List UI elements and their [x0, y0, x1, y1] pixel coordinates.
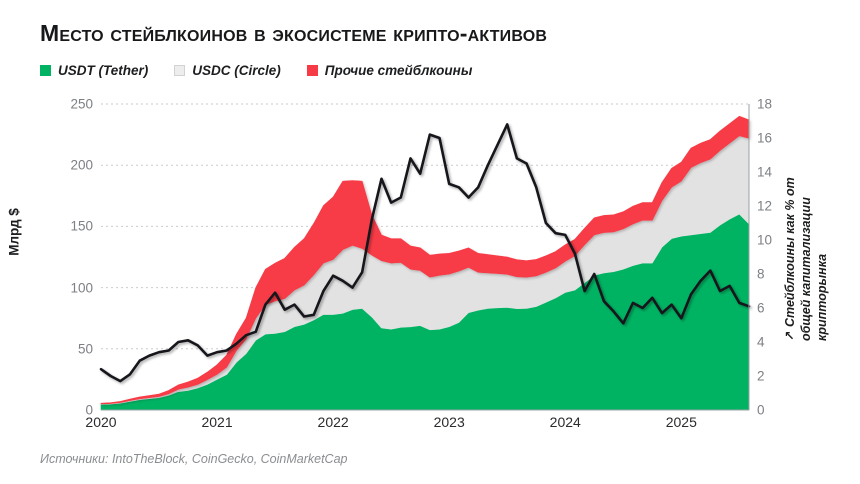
chart-percent-line: [99, 123, 751, 383]
legend-label-usdc: USDC (Circle): [192, 63, 281, 78]
x-axis-tick-2023: 2023: [433, 414, 465, 430]
y-axis-right-tick-4: 8: [757, 266, 765, 282]
legend-item-other: Прочие стейблкоины: [306, 63, 473, 78]
y-axis-left-tick-5: 250: [70, 96, 93, 112]
y-axis-right-tick-0: 0: [757, 402, 765, 418]
x-axis-tick-2021: 2021: [201, 414, 233, 430]
legend-label-other: Прочие стейблкоины: [324, 63, 473, 78]
y-axis-left-tick-1: 50: [77, 341, 93, 357]
y-axis-left-ticks: 0 50 100 150 200 250: [46, 97, 93, 418]
chart-axis-frame: [101, 104, 749, 410]
legend-swatch-other-icon: [306, 65, 318, 76]
y-axis-right-tick-7: 14: [757, 164, 773, 180]
x-axis-tick-2022: 2022: [317, 414, 349, 430]
y-axis-left-tick-3: 150: [70, 218, 93, 234]
percent-line-path: [99, 123, 751, 383]
y-axis-right-tick-6: 12: [757, 198, 773, 214]
chart-plot-area: [99, 104, 751, 411]
source-note: Источники: IntoTheBlock, CoinGecko, Coin…: [40, 452, 348, 466]
legend-item-usdt: USDT (Tether): [40, 63, 148, 78]
y-axis-left-tick-4: 200: [70, 157, 93, 173]
y-axis-right-tick-1: 2: [757, 368, 765, 384]
y-axis-left-title: Млрд $: [6, 208, 22, 256]
x-axis-tick-2024: 2024: [549, 414, 581, 430]
x-axis-tick-2025: 2025: [665, 414, 697, 430]
y-axis-right-tick-8: 16: [757, 130, 773, 146]
y-axis-right-tick-2: 4: [757, 334, 765, 350]
y-axis-right-title-text: Стейблкоины как % от общей капитализации…: [783, 177, 829, 341]
page-title: Место стейблкоинов в экосистеме крипто-а…: [40, 20, 548, 46]
y-axis-right-title: ↗ Стейблкоины как % от общей капитализац…: [782, 169, 830, 341]
chart-legend: USDT (Tether) USDC (Circle) Прочие стейб…: [40, 63, 472, 78]
y-axis-right-ticks: 0 2 4 6 8 10 12 14 16 18: [757, 97, 787, 418]
legend-item-usdc: USDC (Circle): [174, 63, 281, 78]
legend-swatch-usdt-icon: [40, 65, 51, 76]
y-axis-left-tick-0: 0: [85, 402, 93, 418]
legend-label-usdt: USDT (Tether): [58, 63, 149, 78]
legend-swatch-usdc-icon: [174, 65, 186, 76]
x-axis-tick-2020: 2020: [85, 414, 117, 430]
y-axis-right-tick-3: 6: [757, 300, 765, 316]
y-axis-right-tick-9: 18: [757, 96, 773, 112]
chart-area-stack: [100, 115, 750, 411]
chart-svg: [99, 104, 751, 411]
y-axis-left-tick-2: 100: [70, 280, 93, 296]
y-axis-right-tick-5: 10: [757, 232, 773, 248]
